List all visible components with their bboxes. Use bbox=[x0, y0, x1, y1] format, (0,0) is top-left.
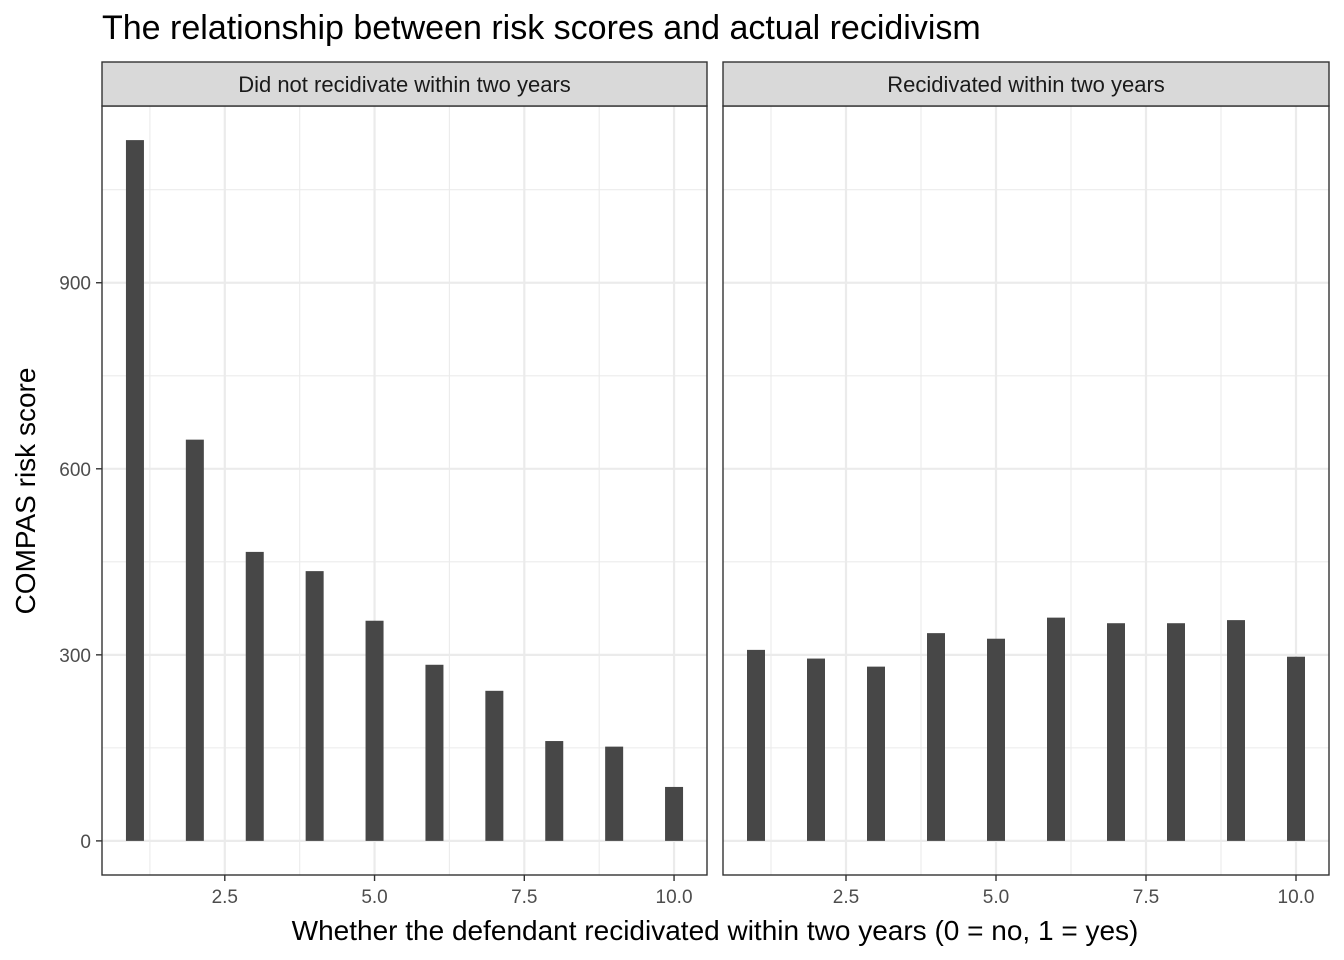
facet-strip-label: Did not recidivate within two years bbox=[238, 72, 571, 97]
bar bbox=[927, 633, 945, 841]
x-axis-title: Whether the defendant recidivated within… bbox=[292, 915, 1139, 946]
x-tick-label: 7.5 bbox=[511, 887, 537, 908]
y-axis-title: COMPAS risk score bbox=[10, 368, 41, 615]
chart-title: The relationship between risk scores and… bbox=[102, 9, 981, 47]
bar bbox=[867, 666, 885, 841]
bar bbox=[605, 746, 624, 841]
x-tick-label: 2.5 bbox=[833, 887, 859, 908]
y-tick-label: 900 bbox=[59, 274, 91, 295]
x-tick-label: 5.0 bbox=[983, 887, 1009, 908]
facet-strip bbox=[101, 61, 708, 107]
x-tick-label: 10.0 bbox=[656, 887, 693, 908]
bar bbox=[747, 649, 765, 841]
bar bbox=[1047, 617, 1065, 841]
y-tick-label: 600 bbox=[59, 460, 91, 481]
facet-panels: Did not recidivate within two years 2.5 5.… bbox=[101, 61, 1330, 908]
bar bbox=[807, 658, 825, 841]
bar bbox=[305, 571, 324, 841]
bar bbox=[1287, 656, 1305, 841]
bar bbox=[425, 664, 444, 841]
bar bbox=[987, 638, 1005, 841]
bar bbox=[545, 741, 564, 841]
bar bbox=[1167, 623, 1185, 841]
bar bbox=[365, 620, 384, 841]
bar bbox=[665, 786, 684, 841]
bar bbox=[245, 551, 264, 841]
x-tick-label: 7.5 bbox=[1133, 887, 1159, 908]
bar bbox=[485, 690, 504, 841]
y-tick-label: 300 bbox=[59, 646, 91, 667]
facet-panel: Recidivated within two years 2.5 5.0 7.5 10.… bbox=[722, 61, 1330, 908]
facet-panel: Did not recidivate within two years 2.5 5.… bbox=[101, 61, 708, 908]
facet-strip bbox=[722, 61, 1330, 107]
bar bbox=[1227, 620, 1245, 841]
x-tick-label: 2.5 bbox=[212, 887, 238, 908]
y-tick-label: 0 bbox=[80, 832, 91, 853]
bar bbox=[125, 140, 144, 841]
bar bbox=[185, 439, 204, 841]
x-tick-label: 10.0 bbox=[1278, 887, 1315, 908]
facet-strip-label: Recidivated within two years bbox=[887, 72, 1165, 97]
x-tick-label: 5.0 bbox=[361, 887, 387, 908]
bar bbox=[1107, 623, 1125, 841]
y-axis: 0 300 600 900 bbox=[59, 274, 102, 853]
